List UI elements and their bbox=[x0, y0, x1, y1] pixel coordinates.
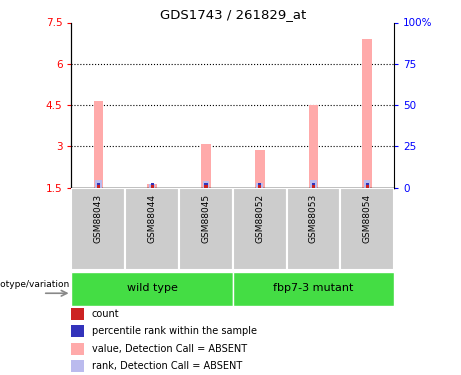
Bar bbox=[258, 183, 261, 185]
Bar bbox=[204, 183, 207, 185]
Text: fbp7-3 mutant: fbp7-3 mutant bbox=[273, 283, 354, 293]
Bar bbox=[233, 188, 287, 270]
Text: GSM88043: GSM88043 bbox=[94, 194, 103, 243]
Bar bbox=[150, 183, 154, 185]
Bar bbox=[362, 39, 372, 188]
Text: percentile rank within the sample: percentile rank within the sample bbox=[92, 326, 257, 336]
Text: GSM88054: GSM88054 bbox=[363, 194, 372, 243]
Bar bbox=[71, 325, 84, 337]
Bar bbox=[256, 183, 263, 188]
Bar bbox=[312, 183, 315, 185]
Bar bbox=[310, 180, 317, 188]
Bar bbox=[203, 182, 209, 188]
Bar bbox=[366, 185, 369, 188]
Bar bbox=[149, 184, 155, 188]
Bar bbox=[71, 308, 84, 320]
Text: GSM88044: GSM88044 bbox=[148, 194, 157, 243]
Text: wild type: wild type bbox=[127, 283, 177, 293]
Bar bbox=[179, 188, 233, 270]
Bar bbox=[97, 183, 100, 185]
Bar bbox=[366, 183, 369, 185]
Bar bbox=[287, 188, 340, 270]
Bar bbox=[340, 188, 394, 270]
Bar bbox=[94, 101, 103, 188]
Text: genotype/variation: genotype/variation bbox=[0, 280, 69, 289]
Text: rank, Detection Call = ABSENT: rank, Detection Call = ABSENT bbox=[92, 361, 242, 371]
Title: GDS1743 / 261829_at: GDS1743 / 261829_at bbox=[160, 8, 306, 21]
Bar bbox=[148, 184, 157, 188]
Bar bbox=[255, 150, 265, 188]
Bar bbox=[204, 185, 207, 188]
Bar bbox=[364, 180, 371, 188]
Bar bbox=[71, 343, 84, 355]
Bar bbox=[71, 188, 125, 270]
Text: GSM88053: GSM88053 bbox=[309, 194, 318, 243]
Bar bbox=[95, 180, 101, 188]
Text: count: count bbox=[92, 309, 119, 319]
Bar bbox=[97, 185, 100, 188]
Bar bbox=[312, 185, 315, 188]
Bar bbox=[71, 360, 84, 372]
Bar bbox=[233, 272, 394, 306]
Text: GSM88045: GSM88045 bbox=[201, 194, 210, 243]
Bar bbox=[201, 144, 211, 188]
Bar bbox=[71, 272, 233, 306]
Bar bbox=[150, 185, 154, 188]
Text: GSM88052: GSM88052 bbox=[255, 194, 264, 243]
Text: value, Detection Call = ABSENT: value, Detection Call = ABSENT bbox=[92, 344, 247, 354]
Bar bbox=[258, 185, 261, 188]
Bar bbox=[309, 105, 318, 188]
Bar bbox=[125, 188, 179, 270]
